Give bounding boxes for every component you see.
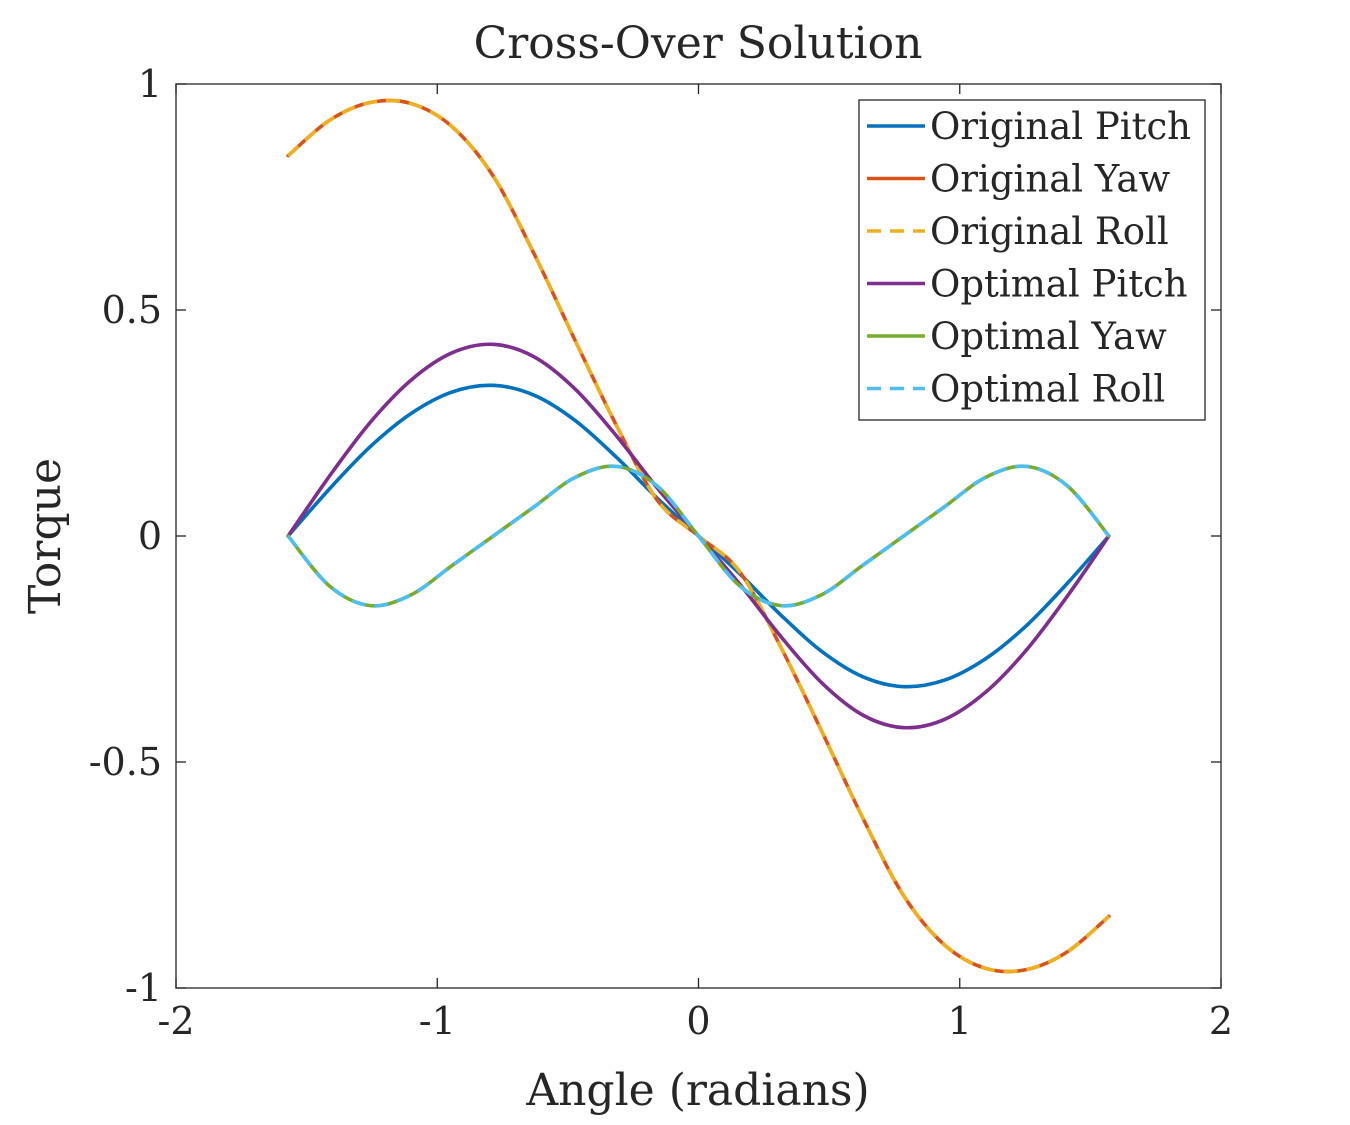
x-tick-label: 2 [1209,999,1233,1043]
legend-label: Original Pitch [930,105,1191,148]
y-tick-label: 1 [138,62,162,106]
legend-entry: Original Yaw [867,158,1170,201]
legend-entry: Original Roll [867,210,1169,253]
x-tick-label: -2 [157,999,194,1043]
legend-label: Optimal Pitch [930,263,1188,306]
legend-label: Optimal Yaw [930,315,1167,358]
legend-box [858,99,1206,421]
x-tick-label: -1 [419,999,456,1043]
legend-entry: Optimal Pitch [867,263,1188,306]
axis-ticks: -2 -1 0 1 2-1-0.500.51 [89,62,1233,1043]
y-tick-label: 0.5 [102,288,162,332]
chart-title: Cross-Over Solution [474,18,923,69]
plot-lines [286,98,1111,974]
legend-entry: Optimal Yaw [867,315,1167,358]
legend-label: Optimal Roll [930,368,1165,411]
x-tick-label: 1 [948,999,972,1043]
legend: Original Pitch Original Yaw Original Roll O… [858,99,1206,421]
x-axis-label: Angle (radians) [525,1065,869,1116]
legend-label: Original Roll [930,210,1169,253]
legend-entry: Original Pitch [867,105,1191,148]
legend-label: Original Yaw [930,158,1170,201]
series-line-6 [286,464,1111,608]
y-tick-label: -1 [125,966,162,1010]
x-tick-label: 0 [686,999,710,1043]
y-tick-label: -0.5 [89,740,162,784]
y-axis-label: Torque [20,458,71,614]
y-tick-label: 0 [138,514,162,558]
legend-entry: Optimal Roll [867,368,1165,411]
